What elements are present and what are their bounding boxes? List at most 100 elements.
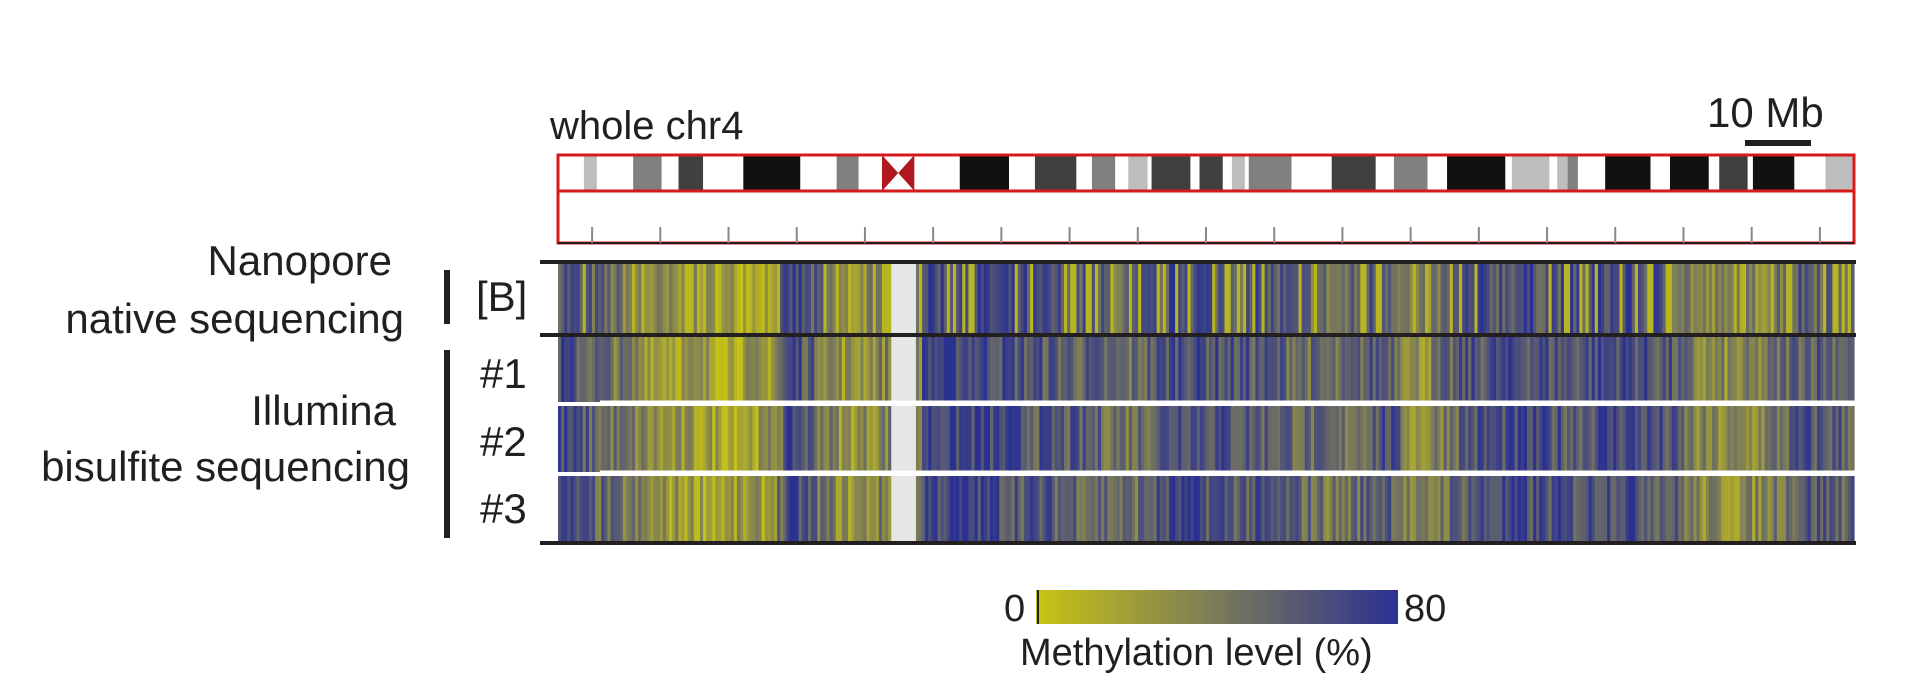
heatmap-cell [1206, 336, 1210, 402]
heatmap-cell [1718, 476, 1722, 542]
heatmap-cell [1094, 476, 1099, 542]
heatmap-cell [965, 406, 969, 472]
chromosome-band-48 [1825, 155, 1854, 191]
heatmap-cell [1162, 476, 1167, 542]
heatmap-cell [1489, 336, 1494, 402]
heatmap-cell [1125, 263, 1130, 333]
heatmap-cell [567, 263, 571, 333]
heatmap-cell [956, 336, 960, 402]
heatmap-cell [1489, 406, 1494, 472]
heatmap-cell [576, 476, 581, 542]
heatmap-cell [709, 406, 713, 472]
heatmap-cell [1008, 406, 1013, 472]
heatmap-cell [1020, 336, 1025, 402]
heatmap-cell [1576, 336, 1580, 402]
heatmap-cell [567, 476, 571, 542]
heatmap-cell [1249, 263, 1253, 333]
heatmap-cell [1264, 336, 1269, 402]
heatmap-cell [792, 406, 797, 472]
heatmap-cell [1746, 406, 1750, 472]
heatmap-cell [1437, 336, 1442, 402]
heatmap-cell [653, 476, 658, 542]
heatmap-cell [576, 336, 581, 402]
heatmap-cell [1104, 336, 1108, 402]
heatmap-cell [1212, 336, 1216, 402]
heatmap-cell [1517, 406, 1522, 472]
heatmap-cell [1064, 476, 1068, 542]
heatmap-cell [1786, 406, 1790, 472]
heatmap-cell [1023, 406, 1028, 472]
heatmap-cell [1810, 336, 1815, 402]
heatmap-cell [1289, 406, 1293, 472]
heatmap-cell [1150, 336, 1155, 402]
heatmap-cell [866, 406, 871, 472]
heatmap-cell [1175, 476, 1179, 542]
heatmap-cell [1489, 263, 1494, 333]
heatmap-cell [564, 476, 568, 542]
heatmap-cell [1178, 263, 1182, 333]
chromosome-band-32 [1427, 155, 1448, 191]
heatmap-cell [1054, 476, 1059, 542]
heatmap-cell [1446, 336, 1451, 402]
heatmap-cell [1591, 406, 1596, 472]
heatmap-cell [1091, 336, 1096, 402]
heatmap-cell [888, 336, 892, 402]
heatmap-cell [669, 336, 673, 402]
heatmap-cell [1619, 476, 1624, 542]
heatmap-cell [1779, 476, 1784, 542]
heatmap-cell [1455, 406, 1460, 472]
heatmap-cell [1280, 476, 1284, 542]
heatmap-cell [1641, 263, 1645, 333]
heatmap-cell [1005, 336, 1010, 402]
heatmap-cell [625, 336, 630, 402]
heatmap-cell [622, 263, 627, 333]
chromosome-band-23 [1199, 155, 1223, 191]
heatmap-cell [1455, 336, 1460, 402]
heatmap-cell [684, 476, 689, 542]
heatmap-cell [1570, 406, 1574, 472]
heatmap-cell [1542, 476, 1547, 542]
unsequenced-region [891, 406, 895, 472]
heatmap-cell [1378, 336, 1383, 402]
heatmap-cell [1338, 336, 1343, 402]
heatmap-cell [1492, 263, 1497, 333]
heatmap-cell [1533, 263, 1537, 333]
heatmap-cell [1502, 336, 1506, 402]
heatmap-cell [730, 336, 735, 402]
heatmap-cell [1582, 263, 1587, 333]
heatmap-cell [919, 336, 923, 402]
heatmap-cell [1607, 476, 1611, 542]
heatmap-cell [1489, 476, 1494, 542]
heatmap-cell [1792, 406, 1796, 472]
heatmap-cell [1702, 476, 1707, 542]
heatmap-cell [835, 336, 840, 402]
heatmap-cell [1165, 263, 1170, 333]
heatmap-cell [1573, 406, 1577, 472]
heatmap-cell [650, 476, 655, 542]
heatmap-cell [1243, 476, 1247, 542]
heatmap-cell [946, 336, 951, 402]
heatmap-cell [579, 476, 584, 542]
heatmap-cell [1073, 263, 1077, 333]
heatmap-cell [1135, 263, 1139, 333]
heatmap-cell [1570, 263, 1574, 333]
heatmap-cell [1496, 406, 1500, 472]
heatmap-cell [789, 476, 794, 542]
heatmap-cell [755, 476, 760, 542]
heatmap-cell [1665, 476, 1670, 542]
heatmap-cell [1758, 476, 1763, 542]
heatmap-cell [1070, 406, 1074, 472]
heatmap-cell [1576, 263, 1580, 333]
heatmap-cell [1233, 406, 1238, 472]
heatmap-cell [1638, 263, 1642, 333]
heatmap-cell [919, 406, 923, 472]
heatmap-cell [1712, 476, 1716, 542]
heatmap-cell [1159, 406, 1164, 472]
heatmap-cell [1795, 406, 1800, 472]
heatmap-cell [1193, 336, 1198, 402]
heatmap-cell [604, 336, 608, 402]
heatmap-cell [1634, 406, 1639, 472]
heatmap-cell [841, 336, 846, 402]
unsequenced-region [909, 263, 914, 333]
heatmap-cell [823, 263, 828, 333]
